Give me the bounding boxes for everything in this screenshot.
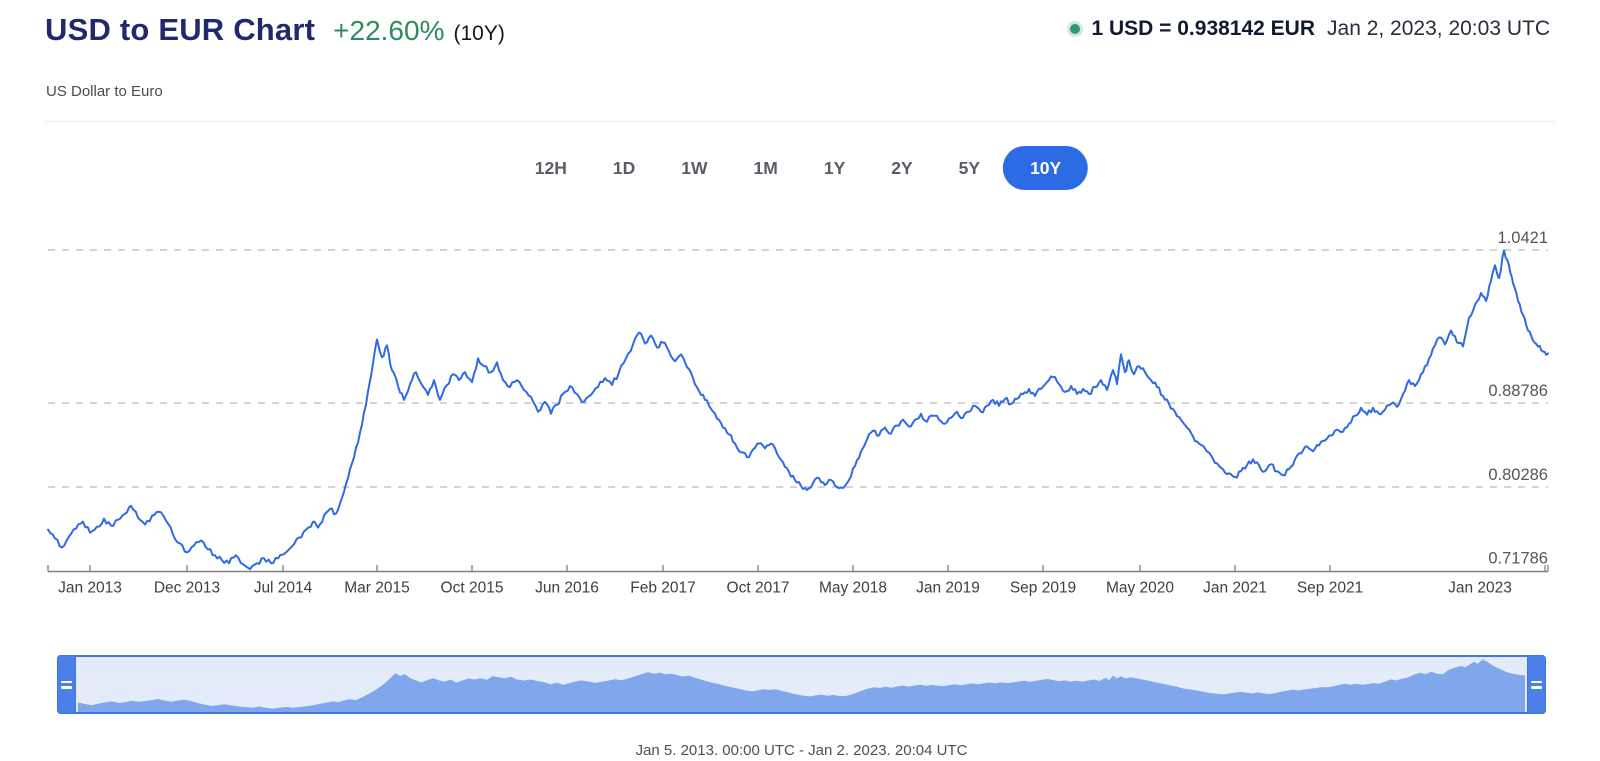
- live-rate-timestamp: Jan 2, 2023, 20:03 UTC: [1327, 17, 1550, 40]
- range-button-5y[interactable]: 5Y: [958, 158, 981, 178]
- svg-text:Jan 2021: Jan 2021: [1203, 580, 1267, 597]
- svg-text:Jan 2023: Jan 2023: [1448, 580, 1512, 597]
- timeline-minimap-area: [78, 659, 1525, 712]
- change-period: (10Y): [453, 22, 505, 45]
- svg-text:Sep 2021: Sep 2021: [1297, 580, 1363, 597]
- svg-text:May 2018: May 2018: [819, 580, 887, 597]
- svg-text:Mar 2015: Mar 2015: [344, 580, 409, 597]
- svg-text:Oct 2017: Oct 2017: [727, 580, 790, 597]
- svg-text:Feb 2017: Feb 2017: [630, 580, 696, 597]
- range-button-1m[interactable]: 1M: [753, 158, 778, 178]
- svg-text:0.71786: 0.71786: [1488, 550, 1548, 568]
- header-divider: [45, 121, 1555, 122]
- svg-text:0.80286: 0.80286: [1488, 466, 1548, 484]
- grip-icon: [1531, 680, 1542, 683]
- svg-text:Oct 2015: Oct 2015: [441, 580, 504, 597]
- page-title: USD to EUR Chart: [45, 12, 316, 47]
- grip-icon: [61, 680, 72, 683]
- svg-text:0.88786: 0.88786: [1488, 382, 1548, 400]
- svg-text:Jan 2019: Jan 2019: [916, 580, 980, 597]
- change-percent: +22.60%: [333, 15, 445, 46]
- svg-text:Dec 2013: Dec 2013: [154, 580, 220, 597]
- exchange-rate-line-chart[interactable]: 1.0421 0.88786 0.80286 0.71786 Jan 2013 Dec 2…: [0, 0, 1600, 620]
- live-indicator-dot-icon: [1070, 24, 1081, 34]
- live-rate-row: 1 USD = 0.938142 EUR Jan 2, 2023, 20:03 …: [1070, 17, 1550, 41]
- time-range-selector: 12H 1D 1W 1M 1Y 2Y 5Y 10Y: [512, 146, 1089, 190]
- slider-handle-right[interactable]: [1527, 655, 1546, 714]
- page-subtitle: US Dollar to Euro: [46, 83, 163, 100]
- grip-icon: [61, 686, 72, 689]
- svg-text:May 2020: May 2020: [1106, 580, 1174, 597]
- range-button-1w[interactable]: 1W: [681, 158, 708, 178]
- range-button-1d[interactable]: 1D: [612, 158, 636, 178]
- svg-text:Jan 2013: Jan 2013: [58, 580, 122, 597]
- timeline-range-slider[interactable]: [57, 655, 1546, 714]
- svg-text:Jun 2016: Jun 2016: [535, 580, 599, 597]
- svg-text:Jul 2014: Jul 2014: [254, 580, 313, 597]
- range-button-10y[interactable]: 10Y: [1003, 146, 1089, 190]
- range-button-12h[interactable]: 12H: [534, 158, 567, 178]
- slider-handle-left[interactable]: [57, 655, 76, 714]
- range-button-2y[interactable]: 2Y: [891, 158, 913, 178]
- svg-text:1.0421: 1.0421: [1498, 229, 1548, 247]
- live-rate-value: 1 USD = 0.938142 EUR: [1091, 17, 1316, 40]
- grip-icon: [1531, 686, 1542, 689]
- page-header: USD to EUR Chart +22.60% (10Y): [45, 12, 505, 48]
- range-button-1y[interactable]: 1Y: [823, 158, 846, 178]
- svg-text:Sep 2019: Sep 2019: [1010, 580, 1076, 597]
- selected-range-text: Jan 5, 2013, 00:00 UTC - Jan 2, 2023, 20…: [635, 743, 968, 755]
